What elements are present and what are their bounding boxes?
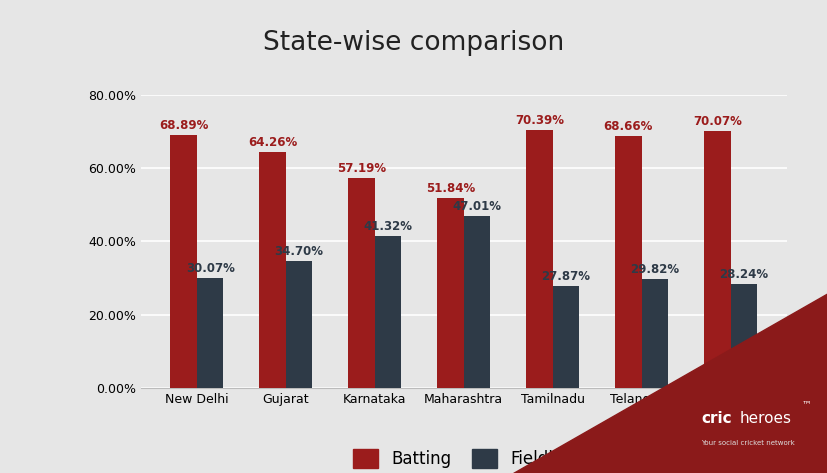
Text: 57.19%: 57.19%	[337, 162, 385, 175]
Circle shape	[657, 419, 696, 457]
Text: 68.89%: 68.89%	[159, 119, 208, 132]
Text: 68.66%: 68.66%	[603, 120, 653, 133]
Bar	[259, 152, 285, 388]
Bar	[463, 216, 490, 388]
Bar	[347, 178, 375, 388]
Bar	[375, 236, 401, 388]
Bar	[641, 279, 667, 388]
Text: 70.07%: 70.07%	[692, 115, 741, 128]
Text: 28.24%: 28.24%	[719, 268, 767, 281]
Text: 29.82%: 29.82%	[629, 263, 679, 276]
Bar	[703, 131, 729, 388]
Text: 27.87%: 27.87%	[541, 270, 590, 283]
Text: ™: ™	[801, 399, 810, 410]
Text: 70.39%: 70.39%	[514, 114, 563, 127]
Text: 34.70%: 34.70%	[275, 245, 323, 258]
Bar	[197, 278, 223, 388]
Bar	[170, 135, 197, 388]
Text: 64.26%: 64.26%	[247, 136, 297, 149]
Circle shape	[666, 428, 686, 447]
Text: 51.84%: 51.84%	[425, 182, 475, 195]
Bar	[437, 198, 463, 388]
Text: 47.01%: 47.01%	[452, 200, 501, 212]
Text: 41.32%: 41.32%	[363, 220, 412, 234]
Bar	[614, 136, 641, 388]
Text: 30.07%: 30.07%	[185, 262, 234, 275]
Legend: Batting, Fielding: Batting, Fielding	[353, 449, 573, 468]
Bar	[525, 130, 552, 388]
Text: State-wise comparison: State-wise comparison	[263, 30, 564, 55]
Text: heroes: heroes	[739, 411, 791, 426]
Bar	[285, 261, 312, 388]
Bar	[729, 284, 757, 388]
Text: Your social cricket network: Your social cricket network	[700, 440, 794, 446]
Bar	[552, 286, 579, 388]
Text: cric: cric	[700, 411, 731, 426]
